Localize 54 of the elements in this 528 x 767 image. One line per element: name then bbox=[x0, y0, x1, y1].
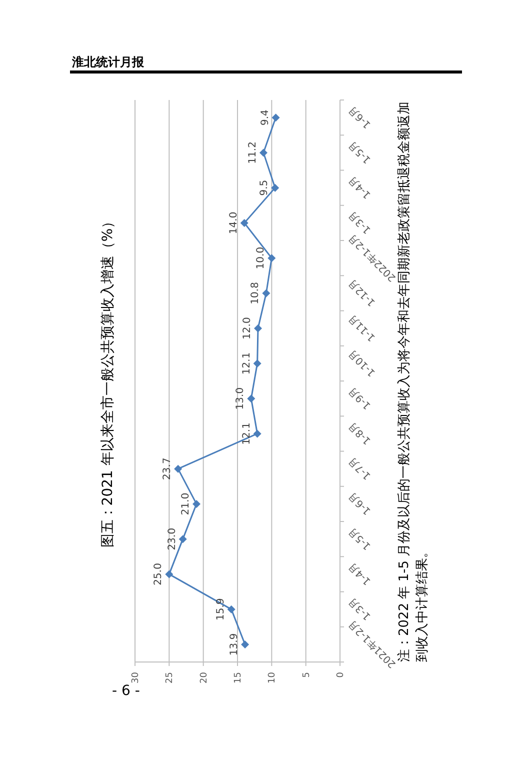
data-label: 23.7 bbox=[162, 458, 174, 480]
data-label: 9.5 bbox=[259, 180, 270, 196]
data-label: 10.8 bbox=[250, 282, 262, 304]
data-label: 23.0 bbox=[166, 528, 178, 550]
y-tick-label: 1-5月 bbox=[346, 525, 374, 552]
data-label: 12.1 bbox=[241, 422, 252, 445]
point bbox=[241, 640, 250, 648]
point bbox=[227, 605, 236, 614]
data-label: 13.9 bbox=[229, 633, 240, 656]
data-label: 10.0 bbox=[256, 246, 267, 270]
point bbox=[247, 394, 256, 403]
text: 图五：2021 年以来全市一般公共预算收入增速（%） bbox=[100, 214, 116, 548]
point bbox=[240, 218, 248, 227]
y-tick-label: 1-3月 bbox=[346, 595, 374, 622]
y-tick-label: 1-5月 bbox=[346, 138, 374, 166]
ytick: 0 bbox=[336, 672, 346, 678]
data-label: 13.0 bbox=[235, 387, 246, 410]
point bbox=[174, 464, 182, 473]
data-label: 15.9 bbox=[215, 598, 226, 620]
ytick: 30 bbox=[131, 672, 141, 684]
text: 注：2022 年 1-5 月份及以后的一般公共预算收入为将今年和去年同期新老政策留抵退税金额返加到收入中计算结果。 bbox=[397, 101, 430, 662]
y-tick-label: 1-7月 bbox=[346, 454, 374, 482]
text: - 6 - bbox=[112, 683, 140, 699]
y-tick-label: 1-9月 bbox=[346, 384, 374, 412]
point bbox=[259, 148, 268, 157]
ytick: 10 bbox=[268, 672, 278, 684]
point bbox=[253, 359, 262, 368]
y-tick-label: 1-8月 bbox=[346, 420, 374, 446]
data-label: 12.0 bbox=[242, 317, 253, 340]
y-tick-label: 1-4月 bbox=[346, 174, 374, 200]
data-label: 11.2 bbox=[247, 142, 258, 164]
point bbox=[165, 570, 174, 578]
point bbox=[254, 324, 262, 332]
point bbox=[262, 289, 270, 298]
point bbox=[178, 535, 187, 544]
y-tick-label: 1-6月 bbox=[346, 104, 374, 130]
data-label: 14.0 bbox=[228, 212, 240, 234]
data-label: 21.0 bbox=[180, 492, 192, 516]
data-label: 9.4 bbox=[260, 110, 271, 126]
y-tick-label: 1-3月 bbox=[346, 209, 374, 236]
header: 淮北统计月报 bbox=[72, 55, 144, 69]
point bbox=[272, 114, 280, 122]
data-label: 25.0 bbox=[153, 563, 164, 586]
point bbox=[253, 430, 262, 438]
y-tick-label: 1-4月 bbox=[346, 560, 374, 587]
point bbox=[271, 184, 280, 192]
ytick: 20 bbox=[199, 672, 210, 684]
data-label: 12.1 bbox=[241, 352, 252, 375]
ytick: 5 bbox=[302, 672, 312, 678]
ytick: 25 bbox=[165, 672, 176, 684]
y-tick-label: 1-6月 bbox=[346, 490, 374, 516]
point bbox=[192, 500, 200, 508]
point bbox=[268, 254, 276, 262]
ytick: 15 bbox=[234, 672, 244, 684]
